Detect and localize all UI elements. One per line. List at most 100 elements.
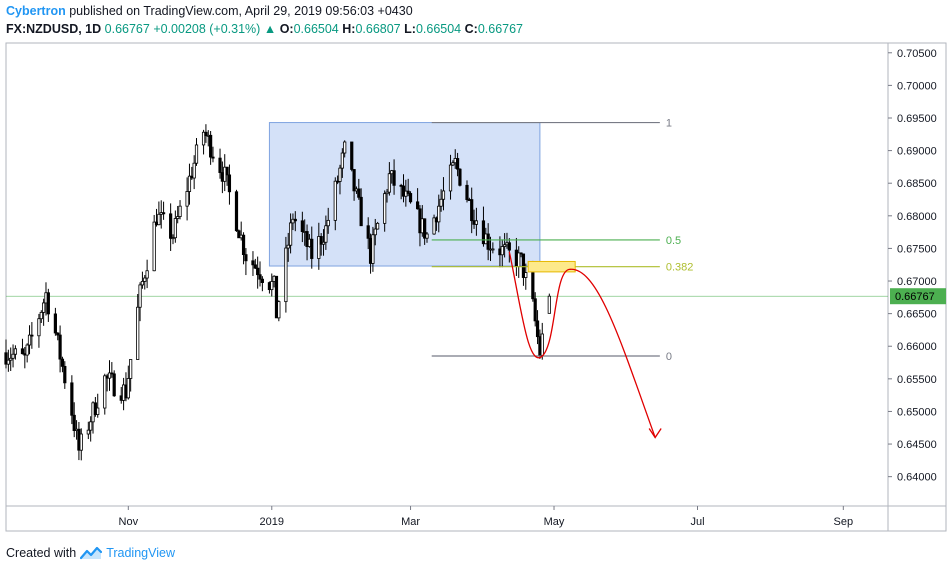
price-axis[interactable]: 0.70500 0.70000 0.69500 0.69000 0.68500 0.680… (888, 48, 937, 484)
candle-body (387, 173, 391, 193)
candle (277, 300, 281, 322)
candle-body (338, 167, 342, 182)
candle (6, 349, 10, 372)
candle-body (277, 301, 281, 319)
candle-body (350, 141, 354, 170)
candle-body (112, 373, 116, 397)
author-name[interactable]: Cybertron (6, 4, 66, 18)
fib-level[interactable]: 0.5 (431, 235, 681, 247)
candle (126, 365, 130, 400)
candle-body (103, 375, 107, 409)
candle (371, 226, 375, 272)
candle-body (326, 219, 330, 227)
candle-body (140, 280, 145, 286)
candle-body (540, 333, 544, 356)
candle (376, 221, 380, 230)
price-tick-label: 0.70000 (897, 80, 937, 92)
candle (392, 159, 396, 195)
candle (185, 177, 189, 221)
candle (53, 307, 57, 336)
fib-level[interactable]: 0 (431, 351, 672, 363)
candle (326, 207, 330, 234)
candle (340, 148, 344, 178)
candle-body (211, 156, 215, 159)
fib-level[interactable]: 1 (431, 118, 672, 130)
published-text: published on TradingView.com, April 29, … (69, 4, 413, 18)
candle (260, 276, 264, 292)
candle-body (79, 433, 83, 451)
forecast-curve[interactable] (508, 251, 656, 438)
candle (455, 152, 460, 177)
candle (25, 343, 29, 363)
candle (503, 233, 507, 258)
candle-body (86, 429, 90, 435)
candle-body (547, 295, 551, 314)
up-arrow-icon: ▲ (263, 22, 277, 36)
candle (470, 187, 474, 234)
candle-body (185, 191, 189, 207)
price-tick-label: 0.68000 (897, 211, 937, 223)
candle (256, 256, 260, 289)
candle-body (173, 218, 177, 239)
candle (385, 188, 389, 203)
candle (288, 213, 293, 254)
candle (253, 258, 257, 270)
price-tick-label: 0.64000 (897, 472, 937, 484)
candle (157, 201, 161, 226)
candle (500, 239, 504, 268)
close-label: C: (464, 22, 478, 36)
candle-body (176, 216, 180, 219)
candle (359, 188, 363, 227)
candle (56, 332, 60, 341)
candle-body (237, 230, 241, 239)
candle (338, 164, 342, 195)
time-axis[interactable]: Nov 2019 Mar May Jul Sep (119, 506, 854, 528)
candle-body (253, 264, 257, 269)
candle (451, 160, 455, 166)
candle (357, 178, 361, 200)
price-tick-label: 0.67500 (897, 243, 937, 255)
candle (310, 226, 314, 269)
candle-body (13, 348, 18, 355)
symbol-info: FX:NZDUSD, 1D 0.66767 +0.00208 (+0.31%) … (6, 22, 523, 36)
candle (103, 373, 107, 415)
candle-body (486, 233, 490, 250)
candle (173, 210, 177, 243)
candle (227, 164, 232, 205)
candle-body (37, 318, 41, 337)
candle (333, 177, 337, 231)
candle (317, 222, 321, 270)
target-zone-box[interactable] (527, 260, 576, 273)
candle (406, 178, 410, 197)
candle-body (27, 334, 32, 346)
tradingview-brand[interactable]: TradingView (106, 546, 175, 560)
candle (110, 362, 114, 378)
candle-body (324, 225, 328, 243)
candle-body (9, 357, 13, 361)
candle (70, 375, 74, 425)
price-change: +0.00208 (+0.31%) (153, 22, 261, 36)
fib-level-label: 1 (666, 118, 672, 130)
candle (439, 189, 443, 212)
candle (383, 190, 387, 232)
candle (218, 148, 222, 179)
candle (324, 215, 328, 250)
candle-body (227, 174, 232, 193)
candle (37, 313, 41, 348)
candle-body (42, 302, 46, 313)
candle-body (500, 246, 504, 256)
candle (39, 310, 43, 323)
candle-body (187, 175, 192, 192)
candle (58, 325, 62, 373)
candle-body (425, 233, 429, 239)
open-label: O: (279, 22, 294, 36)
candle (60, 356, 65, 373)
candle-body (458, 168, 462, 186)
publish-info: Cybertron published on TradingView.com, … (6, 4, 413, 18)
candle (129, 359, 133, 392)
candle-body (107, 372, 112, 379)
candle-body (11, 353, 15, 359)
candle-body (218, 157, 222, 173)
candle-body (244, 254, 248, 262)
